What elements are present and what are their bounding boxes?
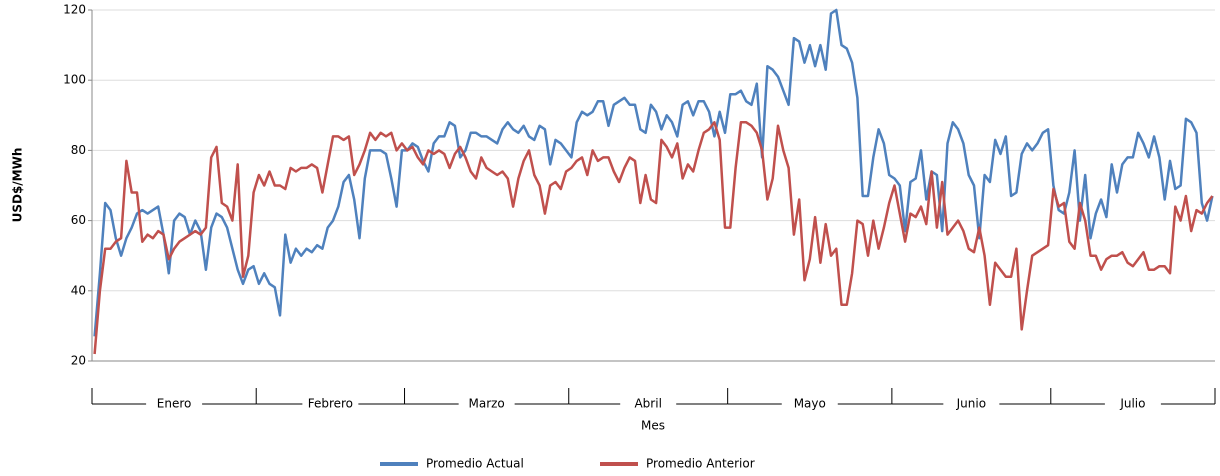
label-bg bbox=[146, 397, 203, 411]
x-tick-label: Julio bbox=[1119, 397, 1145, 411]
x-tick-label: Marzo bbox=[468, 397, 504, 411]
x-tick-label: Mayo bbox=[794, 397, 826, 411]
y-tick-label: 20 bbox=[71, 354, 86, 368]
y-tick-label: 100 bbox=[63, 73, 86, 87]
label-bg bbox=[781, 397, 838, 411]
x-axis-label: Mes bbox=[641, 419, 665, 433]
legend-label: Promedio Anterior bbox=[646, 457, 755, 471]
y-tick-label: 80 bbox=[71, 143, 86, 157]
series-line bbox=[93, 121, 1214, 355]
y-axis-label: USD$/MWh bbox=[11, 148, 25, 223]
series-line bbox=[93, 8, 1214, 337]
x-tick-label: Enero bbox=[157, 397, 192, 411]
label-bg bbox=[1104, 397, 1161, 411]
y-tick-label: 40 bbox=[71, 283, 86, 297]
label-bg bbox=[620, 397, 677, 411]
label-bg bbox=[943, 397, 1000, 411]
x-tick-label: Abril bbox=[634, 397, 661, 411]
label-bg bbox=[458, 397, 515, 411]
x-tick-label: Febrero bbox=[308, 397, 353, 411]
x-tick-label: Junio bbox=[956, 397, 986, 411]
y-tick-label: 120 bbox=[63, 3, 86, 17]
label-bg bbox=[302, 397, 359, 411]
y-tick-label: 60 bbox=[71, 213, 86, 227]
legend-label: Promedio Actual bbox=[426, 457, 524, 471]
